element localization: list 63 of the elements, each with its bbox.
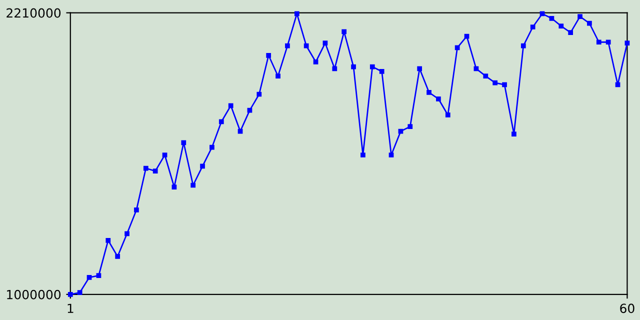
point <box>587 20 592 26</box>
point <box>388 152 394 158</box>
point <box>492 80 498 86</box>
point <box>294 11 300 16</box>
point <box>520 43 526 48</box>
point <box>313 59 318 64</box>
point <box>152 168 158 174</box>
point <box>285 43 290 48</box>
point <box>143 166 148 171</box>
point <box>398 128 404 134</box>
point <box>549 16 554 21</box>
point <box>474 66 479 72</box>
point <box>266 52 272 58</box>
point <box>210 144 214 150</box>
point <box>228 103 234 108</box>
point <box>360 152 366 158</box>
point <box>106 238 111 243</box>
point <box>596 40 602 45</box>
point <box>134 207 139 212</box>
point <box>351 64 356 70</box>
point <box>124 231 130 236</box>
point <box>615 82 620 88</box>
point <box>540 11 545 16</box>
x-tick-label: 60 <box>620 304 634 314</box>
point <box>96 273 102 278</box>
point <box>322 40 328 46</box>
point <box>454 45 460 50</box>
point <box>530 24 536 30</box>
point <box>502 82 507 88</box>
point <box>115 254 120 259</box>
point <box>379 69 384 74</box>
y-tick-label: 2210000 <box>6 8 61 18</box>
point <box>578 14 582 19</box>
point <box>162 152 168 158</box>
point <box>190 182 196 188</box>
point <box>247 108 252 113</box>
point <box>77 290 82 295</box>
point <box>342 29 347 34</box>
point <box>417 66 422 72</box>
point <box>304 43 309 48</box>
point <box>172 184 177 190</box>
point <box>200 164 205 169</box>
point <box>624 40 630 46</box>
point <box>568 30 574 36</box>
point <box>370 64 375 70</box>
point <box>408 124 413 130</box>
point <box>181 140 186 146</box>
point <box>445 112 450 118</box>
point <box>606 40 611 45</box>
point <box>426 90 432 95</box>
point <box>238 128 243 134</box>
point <box>86 274 92 280</box>
x-tick-label: 1 <box>68 304 74 313</box>
point <box>464 34 470 39</box>
point <box>332 66 338 72</box>
point <box>218 119 224 124</box>
point <box>558 24 564 28</box>
y-tick-label: 1000000 <box>7 290 61 300</box>
point <box>512 132 516 136</box>
point <box>276 74 280 79</box>
point <box>436 96 441 102</box>
point <box>483 74 488 79</box>
point <box>256 92 262 97</box>
